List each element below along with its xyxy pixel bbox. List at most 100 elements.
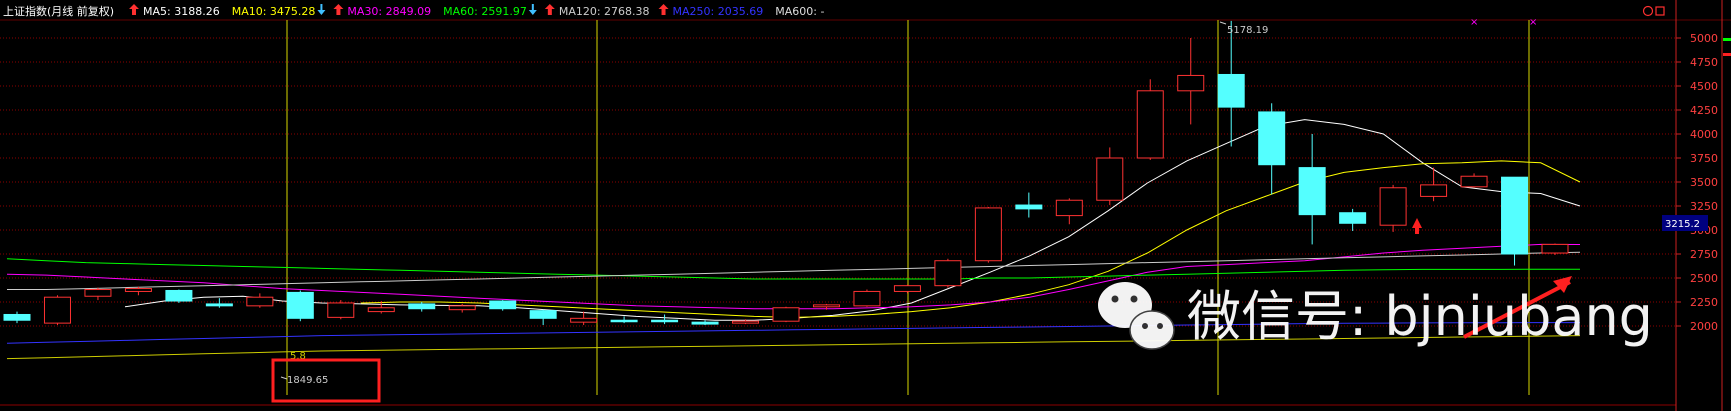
candle xyxy=(934,258,962,288)
y-tick-label: 2250 xyxy=(1690,296,1718,309)
candle-body xyxy=(124,288,152,292)
watermark: 微信号: bjniubang xyxy=(1098,282,1653,350)
ma-line xyxy=(360,160,1581,318)
current-price-label: 3215.2 xyxy=(1665,219,1700,230)
candle-body xyxy=(367,307,395,313)
candle xyxy=(1217,20,1245,147)
candle-body xyxy=(165,289,193,302)
candle-body xyxy=(1055,199,1083,217)
ma-line xyxy=(6,258,1580,280)
candle-body xyxy=(205,303,233,307)
circle-icon[interactable] xyxy=(1642,5,1654,17)
chart-title: 上证指数(月线 前复权) xyxy=(3,4,114,18)
candle-body xyxy=(893,285,921,292)
y-tick-label: 4000 xyxy=(1690,128,1718,141)
candle xyxy=(165,289,193,303)
partial-label: 5.8 xyxy=(290,351,306,362)
ma-line xyxy=(124,119,1581,321)
candle-body xyxy=(1379,187,1407,226)
ma-indicator-label: MA250: 2035.69 xyxy=(673,5,764,18)
candle-body xyxy=(84,289,112,297)
candle-body xyxy=(327,302,355,318)
candle-body xyxy=(3,313,31,321)
candle xyxy=(1258,103,1286,195)
candle xyxy=(691,320,719,326)
low-pointer xyxy=(280,376,288,380)
candle xyxy=(1096,147,1124,206)
candle xyxy=(610,316,638,324)
candles xyxy=(3,20,1569,326)
y-tick-label: 3250 xyxy=(1690,200,1718,213)
ma-line xyxy=(6,335,1581,360)
candle-body xyxy=(1420,184,1448,197)
candle xyxy=(1379,184,1407,232)
wechat-icon xyxy=(1098,282,1175,350)
y-tick-label: 4250 xyxy=(1690,104,1718,117)
ma-indicator-label: MA120: 2768.38 xyxy=(559,5,650,18)
candle xyxy=(1339,208,1367,231)
high-pointer xyxy=(1219,21,1227,25)
low-label: 1849.65 xyxy=(287,375,328,386)
candle xyxy=(974,206,1002,263)
ma-line xyxy=(7,251,1581,290)
candle xyxy=(1460,173,1488,188)
candle-body xyxy=(1460,175,1488,188)
candle-body xyxy=(974,207,1002,262)
candle xyxy=(529,309,557,326)
ma-indicator-legend: MA5: 3188.26 MA10: 3475.28 MA30: 2849.09 MA… xyxy=(129,4,824,18)
candle-body xyxy=(43,296,71,324)
candle xyxy=(246,293,274,308)
corner-icons[interactable] xyxy=(1642,5,1665,17)
candle-body xyxy=(1298,167,1326,216)
candle xyxy=(327,300,355,320)
y-tick-label: 2500 xyxy=(1690,272,1718,285)
y-tick-label: 4500 xyxy=(1690,80,1718,93)
candle-body xyxy=(1541,243,1569,254)
chart-header: 上证指数(月线 前复权) MA5: 3188.26 MA10: 3475.28 MA… xyxy=(3,4,1665,18)
high-label: 5178.19 xyxy=(1227,25,1268,36)
candle xyxy=(1501,176,1529,266)
square-icon[interactable] xyxy=(1655,6,1665,16)
candle xyxy=(448,303,476,313)
candle-body xyxy=(286,291,314,319)
candle xyxy=(812,303,840,310)
candle-body xyxy=(1015,204,1043,210)
candle xyxy=(3,311,31,324)
marker-x-icon-2: × xyxy=(1529,17,1537,28)
down-arrow-icon xyxy=(317,4,326,15)
candle-body xyxy=(812,304,840,308)
candle-body xyxy=(408,303,436,310)
ma-indicator-label: MA30: 2849.09 xyxy=(347,5,431,18)
current-price-tag xyxy=(1662,215,1708,231)
candle xyxy=(651,314,679,325)
candle-body xyxy=(529,310,557,319)
marker-x-icon: × xyxy=(1470,17,1478,28)
candle-body xyxy=(1096,157,1124,201)
y-tick-label: 5000 xyxy=(1690,32,1718,45)
candle xyxy=(1420,167,1448,202)
candle xyxy=(893,284,921,294)
candle xyxy=(205,298,233,308)
candle xyxy=(772,306,800,323)
candle xyxy=(1136,79,1164,160)
ma-line xyxy=(6,322,1580,344)
candle xyxy=(853,289,881,307)
y-tick-label: 3500 xyxy=(1690,176,1718,189)
red-up-arrow-icon xyxy=(1412,218,1422,234)
candle-body xyxy=(934,260,962,287)
candle xyxy=(84,287,112,301)
candle-body xyxy=(1501,176,1529,255)
candle-body xyxy=(246,296,274,307)
candle-body xyxy=(1136,90,1164,159)
side-indicator-green xyxy=(1723,38,1731,41)
candle xyxy=(1298,134,1326,245)
low-highlight-box xyxy=(271,358,381,403)
candle xyxy=(570,311,598,326)
down-arrow-icon xyxy=(528,4,537,15)
ma-indicator-label: MA10: 3475.28 xyxy=(232,5,316,18)
candle-body xyxy=(1177,74,1205,92)
candle xyxy=(1177,38,1205,125)
candle xyxy=(1015,192,1043,218)
red-pointer-arrow-icon xyxy=(1463,280,1571,339)
